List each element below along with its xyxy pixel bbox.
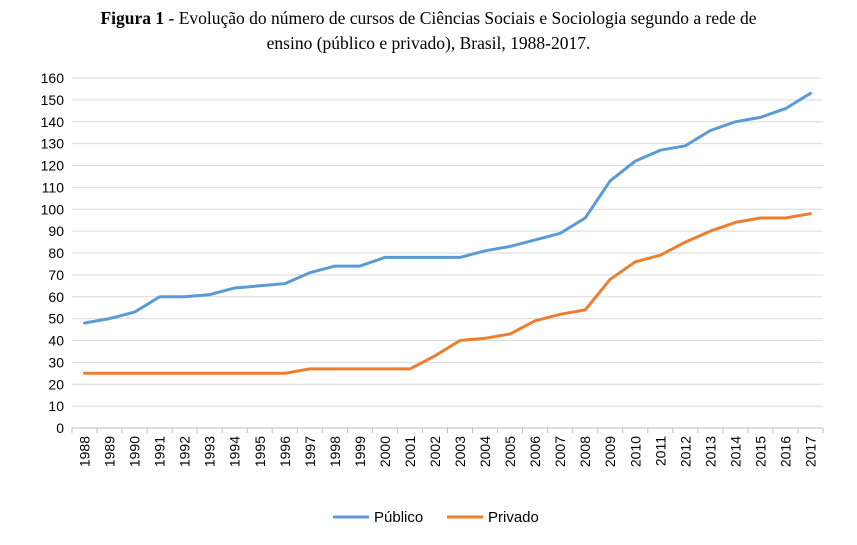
x-tick-label: 2004: [477, 436, 493, 467]
x-tick-label: 2017: [802, 436, 818, 467]
legend-label: Público: [374, 509, 423, 526]
y-tick-label: 10: [48, 398, 64, 414]
x-tick-label: 2002: [427, 436, 443, 467]
y-tick-label: 110: [42, 179, 65, 195]
x-tick-label: 2016: [777, 436, 793, 467]
legend-label: Privado: [488, 509, 539, 526]
y-tick-label: 70: [48, 267, 64, 283]
y-tick-label: 160: [41, 70, 65, 86]
y-tick-label: 50: [48, 311, 64, 327]
x-tick-label: 1995: [252, 436, 268, 467]
x-tick-label: 1999: [352, 436, 368, 467]
y-tick-label: 100: [41, 201, 65, 217]
x-tick-label: 1997: [302, 436, 318, 467]
caption-label: Figura 1: [100, 8, 165, 28]
x-tick-label: 2003: [452, 436, 468, 467]
x-tick-label: 2012: [677, 436, 693, 467]
x-tick-label: 2014: [727, 436, 743, 467]
x-tick-label: 1990: [127, 436, 143, 467]
x-tick-label: 1992: [177, 436, 193, 467]
y-tick-label: 30: [48, 354, 64, 370]
y-tick-label: 0: [56, 420, 64, 436]
legend: Público Privado: [333, 509, 539, 526]
series-lines: [83, 91, 812, 375]
y-tick-label: 80: [48, 245, 64, 261]
x-tick-label: 2009: [602, 436, 618, 467]
caption-line2: ensino (público e privado), Brasil, 1988…: [266, 33, 591, 53]
x-tick-label: 1988: [77, 436, 93, 467]
x-tick-label: 2008: [577, 436, 593, 467]
x-tick-label: 2007: [552, 436, 568, 467]
x-tick-label: 2000: [377, 436, 393, 467]
x-tick-label: 1989: [102, 436, 118, 467]
y-tick-label: 60: [48, 289, 64, 305]
x-axis: 1988 1989 1990 1991 1992 1993 1994 1995 1996 1997…: [71, 427, 824, 467]
caption-line1: Evolução do número de cursos de Ciências…: [178, 8, 757, 28]
x-tick-label: 1996: [277, 436, 293, 467]
x-tick-label: 2010: [627, 436, 643, 467]
x-tick-label: 1998: [327, 436, 343, 467]
x-tick-label: 2001: [402, 436, 418, 467]
y-tick-label: 150: [41, 92, 65, 108]
x-tick-label: 2015: [752, 436, 768, 467]
y-axis: 0 10 20 30 40 50 60 70 80 90 100 110 120 130 140 150 160: [41, 70, 65, 436]
y-tick-label: 20: [48, 376, 64, 392]
x-tick-label: 1993: [202, 436, 218, 467]
gridlines: [72, 77, 823, 429]
x-tick-label: 1994: [227, 436, 243, 467]
y-tick-label: 130: [41, 136, 65, 152]
x-tick-label: 2005: [502, 436, 518, 467]
x-tick-label: 2013: [702, 436, 718, 467]
x-tick-label: 2006: [527, 436, 543, 467]
series-line-público: [83, 91, 812, 325]
series-line-privado: [83, 212, 812, 375]
y-tick-label: 40: [48, 333, 64, 349]
x-tick-label: 1991: [152, 436, 168, 467]
x-tick-label: 2011: [652, 436, 668, 466]
y-tick-label: 140: [41, 114, 65, 130]
y-tick-label: 120: [41, 158, 65, 174]
figure-caption: Figura 1 - Evolução do número de cursos …: [0, 6, 857, 56]
y-tick-label: 90: [48, 223, 64, 239]
